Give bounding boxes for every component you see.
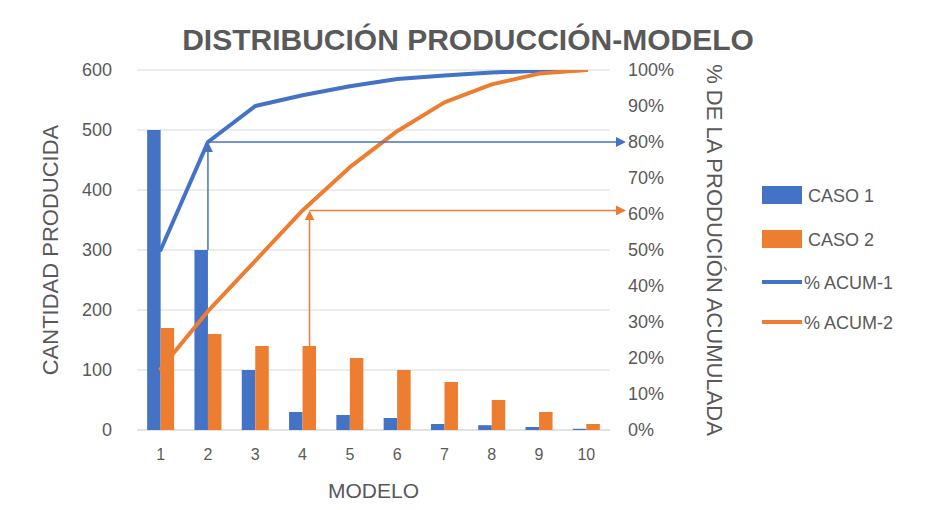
legend-label: % ACUM-2 (804, 313, 893, 333)
y2-tick (610, 394, 613, 395)
bar (242, 370, 256, 430)
x-tick-label: 2 (203, 446, 212, 463)
y2-tick (610, 106, 613, 107)
y2-tick-label: 100% (628, 60, 674, 80)
y2-tick (610, 430, 613, 431)
bars (147, 130, 600, 430)
bar (539, 412, 553, 430)
legend-label: % ACUM-1 (804, 273, 893, 293)
x-tick-label: 7 (440, 446, 449, 463)
x-tick-label: 1 (156, 446, 165, 463)
bar (444, 382, 458, 430)
y-tick-label: 400 (82, 180, 112, 200)
lines (161, 70, 587, 369)
y2-tick (610, 358, 613, 359)
legend-swatch (762, 186, 802, 204)
y2-axis-title: % DE LA PRODUCIÓN ACUMULADA (702, 64, 727, 436)
bar (526, 427, 540, 430)
bar (194, 250, 208, 430)
bar (208, 334, 222, 430)
bar (255, 346, 269, 430)
bar (431, 424, 445, 430)
y2-tick-label: 70% (628, 168, 664, 188)
chart: DISTRIBUCIÓN PRODUCCIÓN-MODELO 0 100 200 300… (0, 0, 936, 510)
x-axis-title: MODELO (328, 479, 419, 502)
y2-tick (610, 286, 613, 287)
y2-tick-label: 30% (628, 312, 664, 332)
bar (303, 346, 317, 430)
bar (573, 429, 587, 430)
y2-tick (610, 322, 613, 323)
y2-tick (610, 178, 613, 179)
bar (586, 424, 600, 430)
grid-line (137, 130, 610, 131)
y-tick-label: 500 (82, 120, 112, 140)
y-tick-label: 300 (82, 240, 112, 260)
x-tick-label: 6 (393, 446, 402, 463)
x-tick-label: 10 (577, 446, 595, 463)
annotation-arrow (207, 144, 209, 250)
bar (384, 418, 398, 430)
line (161, 70, 587, 369)
y2-tick-label: 40% (628, 276, 664, 296)
y-axis-title: CANTIDAD PRODUCIDA (38, 124, 63, 375)
y2-tick (610, 250, 613, 251)
y2-tick-label: 20% (628, 348, 664, 368)
bar (336, 415, 350, 430)
legend-label: CASO 1 (808, 186, 874, 206)
bar (161, 328, 175, 430)
y2-tick-label: 90% (628, 96, 664, 116)
bar (478, 425, 492, 430)
legend-swatch (762, 230, 802, 248)
title: DISTRIBUCIÓN PRODUCCIÓN-MODELO (182, 23, 754, 56)
annotation-arrow (309, 212, 311, 346)
y-tick-label: 100 (82, 360, 112, 380)
legend-swatch (762, 320, 802, 324)
annotation-arrow (310, 210, 624, 212)
y2-tick-label: 60% (628, 204, 664, 224)
y-tick-label: 0 (102, 420, 112, 440)
x-tick-label: 3 (251, 446, 260, 463)
legend-label: CASO 2 (808, 230, 874, 250)
bar (397, 370, 411, 430)
y2-tick (610, 214, 613, 215)
y-tick-label: 600 (82, 60, 112, 80)
y-tick-label: 200 (82, 300, 112, 320)
bar (350, 358, 364, 430)
x-tick-label: 5 (345, 446, 354, 463)
y2-tick-label: 0% (628, 420, 654, 440)
line (161, 70, 587, 250)
x-tick-label: 4 (298, 446, 307, 463)
bar (492, 400, 506, 430)
bar (289, 412, 303, 430)
y2-tick-label: 80% (628, 132, 664, 152)
legend-swatch (762, 280, 802, 284)
annotation-arrow (208, 141, 624, 143)
x-tick-label: 8 (487, 446, 496, 463)
y2-tick-label: 10% (628, 384, 664, 404)
bar (147, 130, 161, 430)
y2-tick (610, 70, 613, 71)
x-tick-label: 9 (535, 446, 544, 463)
y2-tick-label: 50% (628, 240, 664, 260)
